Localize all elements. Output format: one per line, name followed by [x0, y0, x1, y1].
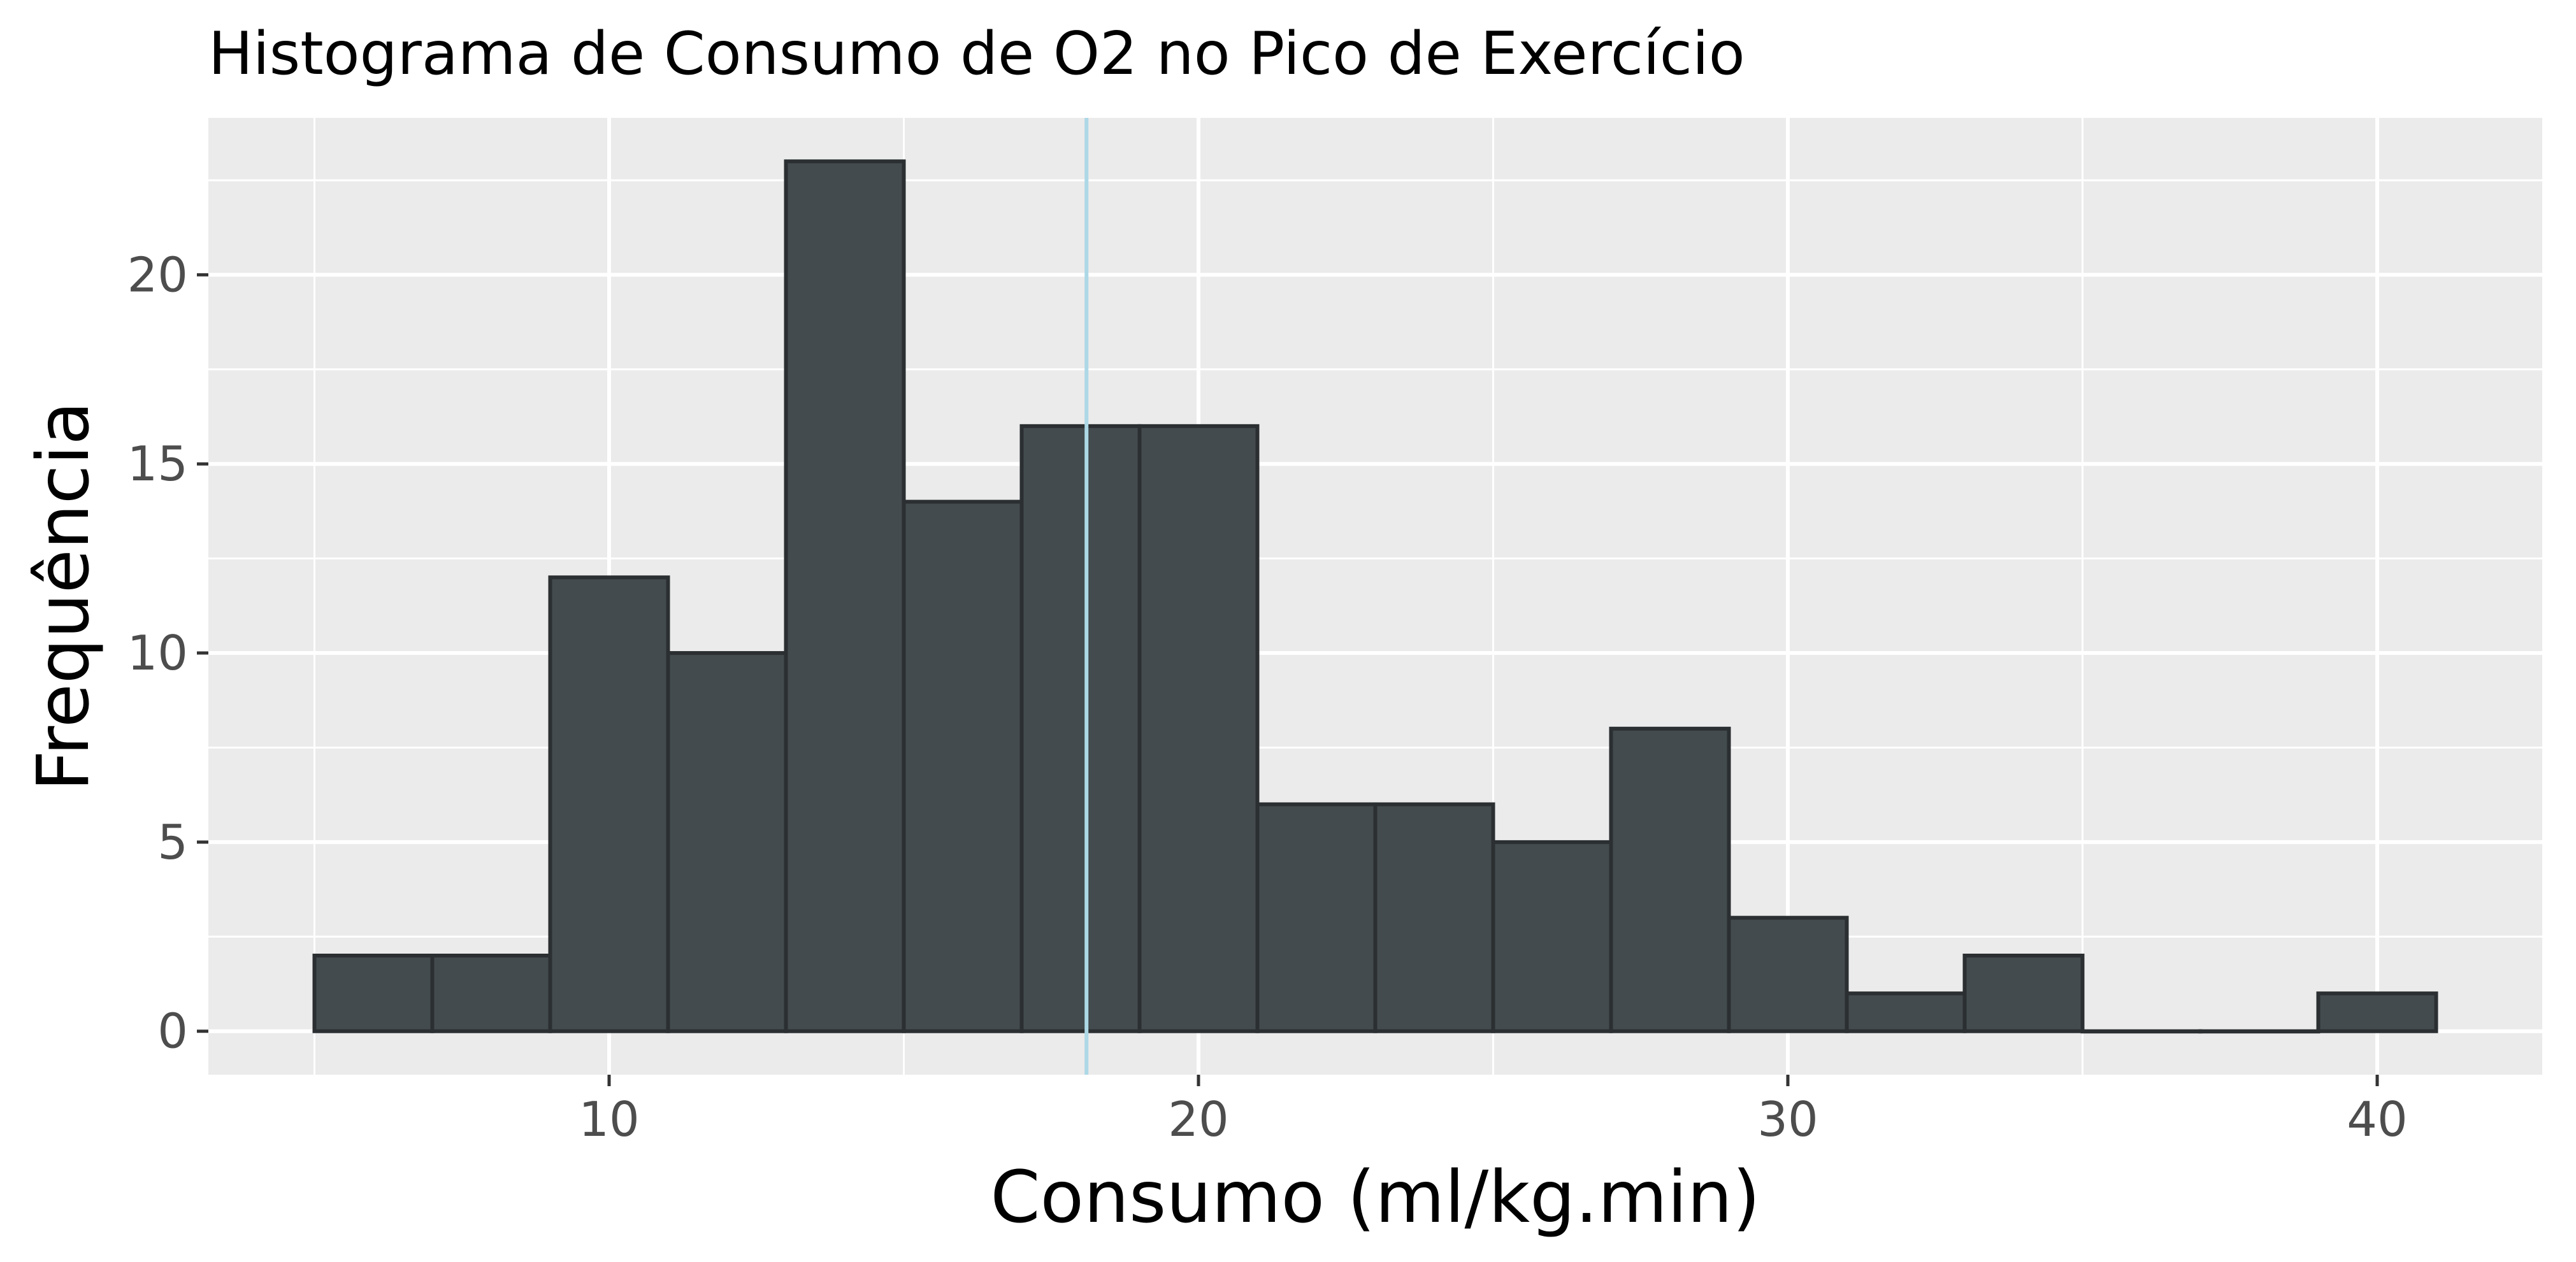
y-tick-label: 5 [157, 814, 188, 870]
histogram-bar [1962, 953, 2085, 1033]
histogram-bar [666, 651, 788, 1033]
x-tick-label: 10 [579, 1091, 639, 1147]
histogram-bar [2080, 1029, 2203, 1034]
histogram-bar [312, 953, 435, 1033]
y-tick-label: 15 [127, 436, 188, 492]
histogram-bar [1255, 802, 1378, 1033]
y-tick-label: 20 [127, 247, 188, 303]
y-tick-label: 10 [127, 625, 188, 681]
chart-title: Histograma de Consumo de O2 no Pico de E… [208, 19, 1745, 88]
y-axis: 0 5 10 15 20 [127, 247, 208, 1059]
x-axis-title: Consumo (ml/kg.min) [990, 1156, 1760, 1239]
x-tick-label: 40 [2347, 1091, 2407, 1147]
histogram-bar [1019, 424, 1142, 1033]
histogram-bar [1727, 915, 1849, 1033]
histogram-bars [312, 159, 2438, 1034]
x-tick-label: 30 [1757, 1091, 1818, 1147]
histogram-bar [784, 159, 906, 1033]
x-tick-label: 20 [1168, 1091, 1228, 1147]
histogram-bar [1491, 840, 1613, 1033]
histogram-bar [1373, 802, 1495, 1033]
histogram-bar [2316, 991, 2438, 1033]
histogram-bar [1137, 424, 1260, 1033]
y-tick-label: 0 [157, 1003, 188, 1059]
histogram-bar [430, 953, 552, 1033]
histogram-bar [548, 575, 670, 1033]
histogram-bar [902, 499, 1024, 1033]
histogram-bar [1609, 726, 1731, 1033]
y-axis-title: Frequência [22, 401, 105, 791]
histogram-bar [1845, 991, 1967, 1033]
x-axis: 10 20 30 40 [579, 1075, 2408, 1147]
histogram-bar [2198, 1029, 2321, 1034]
